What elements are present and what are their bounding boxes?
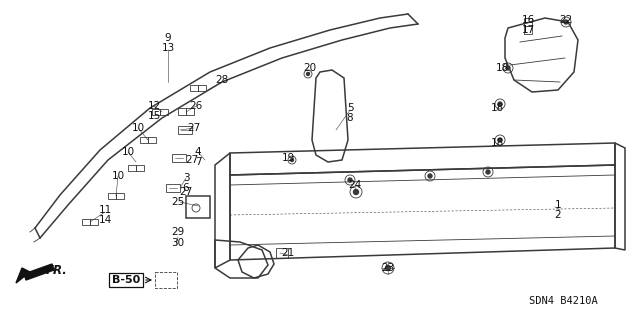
Text: 22: 22 [559,15,573,25]
Text: 18: 18 [495,63,509,73]
Text: 14: 14 [99,215,111,225]
Circle shape [353,189,358,195]
Bar [140,137,148,143]
Circle shape [385,266,390,270]
Bar [160,109,168,115]
Circle shape [506,66,510,70]
Text: 20: 20 [303,63,317,73]
Text: 6: 6 [182,183,189,193]
Text: 25: 25 [172,197,184,207]
Text: 30: 30 [172,238,184,248]
Bar [155,272,177,288]
Bar [524,18,532,26]
Circle shape [564,20,568,24]
Text: 27: 27 [179,187,193,197]
Text: B-50: B-50 [112,275,140,285]
Circle shape [498,138,502,142]
Bar [136,165,144,171]
Text: 9: 9 [164,33,172,43]
Text: 15: 15 [147,111,161,121]
Bar [108,193,116,199]
Text: 10: 10 [111,171,125,181]
Circle shape [291,158,294,162]
Circle shape [486,170,490,174]
Text: 3: 3 [182,173,189,183]
Bar [90,219,98,225]
Polygon shape [24,264,54,280]
Text: 19: 19 [282,153,294,163]
Bar [198,85,206,91]
Text: 17: 17 [522,25,534,35]
Bar [178,126,192,134]
Text: 8: 8 [347,113,353,123]
Text: 4: 4 [195,147,202,157]
Bar [276,248,288,258]
Bar [148,137,156,143]
Text: 18: 18 [490,138,504,148]
Text: 27: 27 [188,123,200,133]
Bar [190,85,198,91]
Bar [186,196,210,218]
Bar [116,193,124,199]
Text: 21: 21 [282,248,294,258]
Text: 5: 5 [347,103,353,113]
Circle shape [498,102,502,106]
Text: 29: 29 [172,227,184,237]
Text: FR.: FR. [46,265,68,277]
Bar [109,273,143,287]
Polygon shape [16,268,30,283]
Text: 23: 23 [381,263,395,273]
Text: 16: 16 [522,15,534,25]
Text: 26: 26 [189,101,203,111]
Circle shape [428,174,432,178]
Circle shape [307,73,310,76]
Text: 7: 7 [195,157,202,167]
Bar [166,184,180,192]
Text: 27: 27 [186,155,198,165]
Bar [82,219,90,225]
Text: SDN4 B4210A: SDN4 B4210A [529,296,598,306]
Text: 18: 18 [490,103,504,113]
Bar [152,109,160,115]
Bar [524,26,532,34]
Text: 2: 2 [555,210,561,220]
Text: 12: 12 [147,101,161,111]
Text: 1: 1 [555,200,561,210]
Text: 10: 10 [131,123,145,133]
Circle shape [348,178,352,182]
Bar [178,108,186,115]
Text: 28: 28 [216,75,228,85]
Text: 10: 10 [122,147,134,157]
Text: 13: 13 [161,43,175,53]
Text: 11: 11 [99,205,111,215]
Bar [128,165,136,171]
Bar [186,108,194,115]
Text: 24: 24 [348,180,362,190]
Bar [172,154,186,162]
